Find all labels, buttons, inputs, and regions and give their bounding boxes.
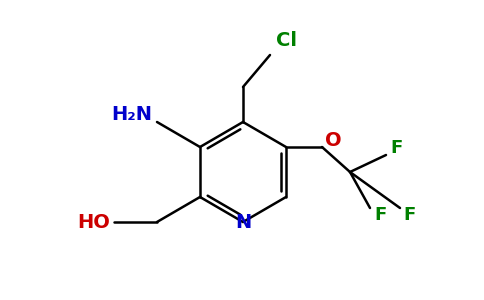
Text: H₂N: H₂N (111, 106, 152, 124)
Text: HO: HO (77, 212, 110, 232)
Text: O: O (325, 130, 342, 149)
Text: F: F (403, 206, 415, 224)
Text: Cl: Cl (276, 31, 297, 50)
Text: F: F (390, 139, 402, 157)
Text: N: N (235, 212, 251, 232)
Text: F: F (374, 206, 386, 224)
